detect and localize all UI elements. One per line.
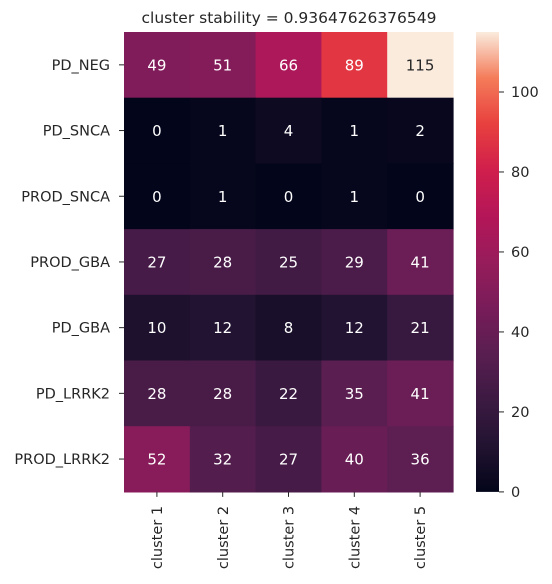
cell-value-label: 115 — [406, 56, 435, 74]
heatmap-cell — [189, 294, 257, 362]
cell-value-label: 28 — [147, 385, 166, 403]
heatmap-cell — [124, 294, 191, 362]
cell-value-label: 27 — [279, 451, 298, 469]
heatmap-cell — [124, 229, 191, 296]
cell-value-label: 2 — [415, 122, 425, 140]
heatmap-cell — [124, 97, 191, 164]
cell-value-label: 0 — [152, 188, 162, 206]
heatmap-cell — [124, 32, 191, 99]
row-label: PD_NEG — [52, 58, 110, 74]
cell-value-label: 0 — [415, 188, 425, 206]
heatmap-cell — [321, 229, 388, 296]
cell-value-label: 10 — [147, 319, 166, 337]
colorbar-tick-label: 0 — [511, 485, 520, 501]
colorbar-tick-label: 20 — [511, 405, 529, 421]
cell-value-label: 21 — [411, 319, 430, 337]
row-label: PROD_LRRK2 — [14, 452, 110, 468]
heatmap-cell — [321, 97, 388, 164]
cell-value-label: 4 — [284, 122, 294, 140]
heatmap-cell — [255, 97, 322, 164]
cell-value-label: 41 — [411, 253, 430, 271]
cell-value-label: 1 — [350, 122, 360, 140]
heatmap-cell — [387, 294, 454, 362]
heatmap-cell — [387, 163, 454, 230]
cell-value-label: 12 — [345, 319, 364, 337]
heatmap-cell — [255, 360, 322, 427]
cell-value-label: 41 — [411, 385, 430, 403]
cell-value-label: 12 — [213, 319, 232, 337]
chart-title: cluster stability = 0.93647626376549 — [142, 9, 437, 27]
cell-value-label: 28 — [213, 253, 232, 271]
heatmap-cell — [387, 360, 454, 427]
row-labels: PD_NEG PD_SNCA PROD_SNCA PROD_GBA PD_GBA PD_L… — [14, 58, 124, 468]
heatmap-cell — [255, 426, 322, 493]
column-label: cluster 1 — [150, 506, 166, 569]
heatmap-cell — [321, 360, 388, 427]
cell-value-label: 0 — [284, 188, 294, 206]
heatmap-cell — [255, 163, 322, 230]
cell-value-label: 40 — [345, 451, 364, 469]
cell-value-label: 8 — [284, 319, 294, 337]
cell-value-label: 0 — [152, 122, 162, 140]
heatmap-cell — [387, 426, 454, 493]
colorbar-gradient — [476, 32, 499, 492]
heatmap-cell — [124, 426, 191, 493]
cell-value-label: 51 — [213, 56, 232, 74]
colorbar-tick-label: 60 — [511, 245, 529, 261]
cell-value-label: 27 — [147, 253, 166, 271]
colorbar-tick-label: 100 — [511, 85, 539, 101]
cell-value-label: 49 — [147, 56, 166, 74]
cell-value-label: 66 — [279, 56, 298, 74]
heatmap-cell — [321, 163, 388, 230]
column-label: cluster 2 — [216, 506, 232, 569]
column-label: cluster 3 — [282, 506, 298, 569]
heatmap-cell — [189, 229, 257, 296]
column-labels: cluster 1 cluster 2 cluster 3 cluster 4 clus… — [150, 491, 429, 569]
heatmap-cell — [321, 426, 388, 493]
column-label: cluster 4 — [347, 506, 363, 569]
heatmap-cell — [255, 229, 322, 296]
heatmap-cell — [321, 294, 388, 362]
row-label: PROD_GBA — [30, 255, 110, 271]
cell-value-label: 1 — [218, 122, 228, 140]
colorbar-tick-label: 80 — [511, 165, 529, 181]
cell-value-label: 36 — [411, 451, 430, 469]
heatmap-cell — [387, 229, 454, 296]
heatmap-cell — [124, 360, 191, 427]
cell-value-label: 35 — [345, 385, 364, 403]
heatmap-cell — [189, 163, 257, 230]
cell-value-label: 52 — [147, 451, 166, 469]
cell-value-label: 22 — [279, 385, 298, 403]
column-label: cluster 5 — [413, 506, 429, 569]
heatmap-cell — [189, 426, 257, 493]
heatmap-cell — [387, 97, 454, 164]
row-label: PD_LRRK2 — [36, 386, 110, 402]
heatmap-cell — [321, 32, 388, 99]
colorbar: 0 20 40 60 80 100 — [476, 32, 539, 501]
heatmap-cell — [387, 32, 454, 99]
cell-value-label: 89 — [345, 56, 364, 74]
cell-value-label: 1 — [350, 188, 360, 206]
cell-value-label: 29 — [345, 253, 364, 271]
cell-value-label: 28 — [213, 385, 232, 403]
heatmap-cell — [189, 32, 257, 99]
colorbar-tick-label: 40 — [511, 325, 529, 341]
heatmap-cell — [255, 294, 322, 362]
heatmap-cell — [255, 32, 322, 99]
heatmap-cell — [189, 360, 257, 427]
row-label: PD_SNCA — [43, 124, 110, 140]
heatmap-cell — [124, 163, 191, 230]
row-label: PD_GBA — [52, 321, 110, 337]
cell-value-label: 25 — [279, 253, 298, 271]
row-label: PROD_SNCA — [21, 189, 110, 205]
cell-value-label: 1 — [218, 188, 228, 206]
cell-value-label: 32 — [213, 451, 232, 469]
heatmap-cell — [189, 97, 257, 164]
